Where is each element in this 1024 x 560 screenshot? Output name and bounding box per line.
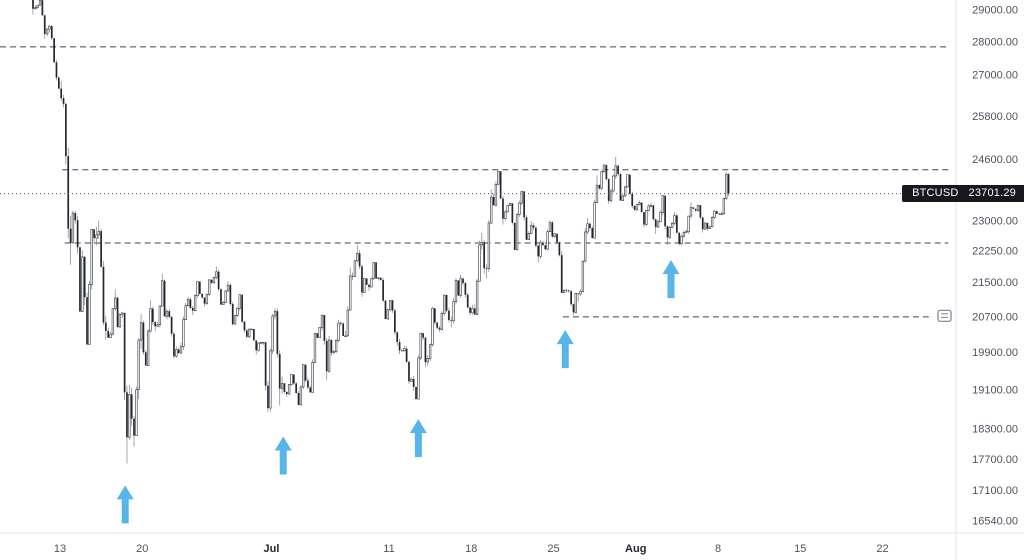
last-price-badge[interactable]: BTCUSD 23701.29 (902, 184, 1024, 202)
price-tick-label: 19900.00 (972, 347, 1018, 359)
time-tick-label-20: 20 (136, 543, 148, 555)
price-tick-label: 24600.00 (972, 154, 1018, 166)
price-tick-label: 16540.00 (972, 516, 1018, 528)
candles-group (32, 0, 730, 464)
price-tick-label: 27000.00 (972, 70, 1018, 82)
price-tick-label: 25800.00 (972, 111, 1018, 123)
buy-arrow-2[interactable] (274, 436, 292, 475)
price-tick-label: 18300.00 (972, 423, 1018, 435)
price-axis-labels: 29000.00 28000.00 27000.00 25800.00 24600.00… (972, 5, 1018, 528)
last-price-value: 23701.29 (968, 186, 1016, 199)
time-tick-label-8: 8 (715, 543, 721, 555)
price-tick-label: 17100.00 (972, 485, 1018, 497)
time-axis[interactable] (0, 533, 956, 560)
price-tick-label: 29000.00 (972, 5, 1018, 17)
time-axis-labels: 13 20 Jul 11 18 25 Aug 8 15 22 (54, 543, 889, 555)
buy-arrow-5[interactable] (662, 260, 680, 299)
price-axis[interactable] (956, 0, 1024, 560)
price-tick-label: 28000.00 (972, 36, 1018, 48)
price-tick-label: 22250.00 (972, 246, 1018, 258)
price-tick-label: 20700.00 (972, 311, 1018, 323)
time-tick-label-15: 15 (794, 543, 806, 555)
buy-arrow-3[interactable] (409, 419, 427, 458)
time-tick-label-25: 25 (547, 543, 559, 555)
buy-arrow-1[interactable] (116, 485, 134, 524)
time-tick-label-13: 13 (54, 543, 66, 555)
price-tick-label: 21500.00 (972, 277, 1018, 289)
time-tick-label-Aug: Aug (625, 543, 646, 555)
levels-group (0, 46, 952, 322)
price-tick-label: 23000.00 (972, 215, 1018, 227)
symbol-label: BTCUSD (912, 186, 959, 199)
buy-arrow-4[interactable] (556, 330, 574, 369)
price-tick-label: 19100.00 (972, 385, 1018, 397)
price-tick-label: 17700.00 (972, 454, 1018, 466)
time-tick-label-11: 11 (383, 543, 394, 555)
callout-icon[interactable] (937, 309, 952, 322)
time-tick-label-18: 18 (465, 543, 477, 555)
time-tick-label-22: 22 (876, 543, 888, 555)
time-tick-label-Jul: Jul (264, 543, 280, 555)
